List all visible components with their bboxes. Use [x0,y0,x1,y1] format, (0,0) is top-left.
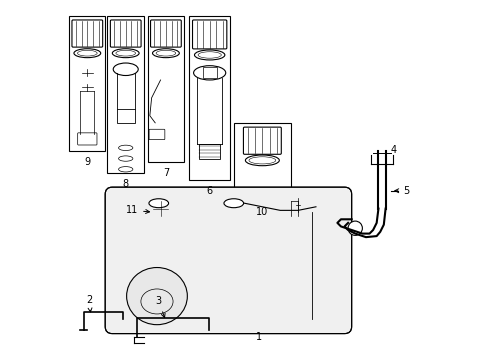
Text: 10: 10 [256,207,268,217]
Text: 3: 3 [155,296,165,318]
Bar [117,109,134,123]
Ellipse shape [118,156,133,161]
FancyBboxPatch shape [243,127,281,154]
Ellipse shape [112,49,139,58]
Ellipse shape [113,63,138,76]
FancyBboxPatch shape [149,129,164,140]
Text: 4: 4 [390,145,396,155]
Ellipse shape [193,66,225,80]
Ellipse shape [347,221,362,235]
FancyBboxPatch shape [150,20,181,47]
Ellipse shape [118,167,133,172]
Bar [233,123,290,202]
Ellipse shape [152,49,179,58]
Bar [107,16,144,173]
Bar [199,144,220,158]
FancyBboxPatch shape [78,133,97,145]
Ellipse shape [156,50,175,56]
Text: 6: 6 [206,186,212,196]
Ellipse shape [224,199,243,208]
FancyBboxPatch shape [110,20,141,47]
Ellipse shape [198,52,221,58]
Text: 2: 2 [86,295,92,312]
Ellipse shape [126,267,187,325]
Text: 11: 11 [125,205,149,215]
Ellipse shape [245,155,279,166]
Ellipse shape [118,145,133,150]
Ellipse shape [77,50,97,56]
Ellipse shape [152,203,168,214]
Bar [189,16,230,180]
Text: 5: 5 [394,186,409,196]
Bar [202,67,216,78]
Ellipse shape [149,217,157,222]
Ellipse shape [194,50,224,60]
FancyBboxPatch shape [105,187,351,334]
FancyBboxPatch shape [192,20,226,49]
Text: 9: 9 [84,157,90,167]
Ellipse shape [149,199,168,208]
Ellipse shape [116,50,135,56]
Ellipse shape [149,201,172,217]
Ellipse shape [248,157,275,164]
Text: 7: 7 [163,168,169,178]
Bar [148,16,183,162]
Bar [69,16,105,152]
Ellipse shape [74,49,101,58]
FancyBboxPatch shape [72,20,102,47]
Text: 8: 8 [122,179,128,189]
Text: 1: 1 [255,332,261,342]
